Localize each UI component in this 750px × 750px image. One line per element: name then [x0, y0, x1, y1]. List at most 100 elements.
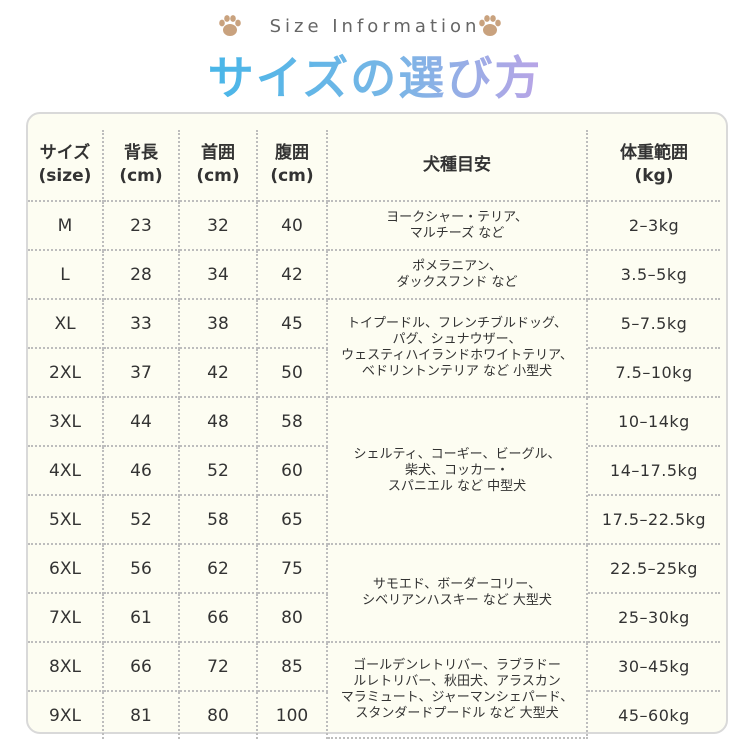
weight-cell: 5–7.5kg	[588, 300, 720, 349]
size-table-panel: サイズ (size) 背長 (cm) 首囲 (cm) 腹囲 (cm) 犬種目安 体重範囲…	[26, 112, 728, 739]
back-length-cell: 56	[104, 545, 180, 594]
size-cell: 7XL	[28, 594, 104, 643]
size-table: サイズ (size) 背長 (cm) 首囲 (cm) 腹囲 (cm) 犬種目安 体重範囲…	[28, 130, 720, 739]
page-title: サイズの選び方	[207, 51, 543, 105]
weight-cell: 25–30kg	[588, 594, 720, 643]
weight-cell: 22.5–25kg	[588, 545, 720, 594]
waist-cell: 65	[258, 496, 328, 545]
breed-line: ゴールデンレトリバー、ラブラドー	[353, 658, 561, 673]
breed-line: パグ、シュナウザー、	[392, 332, 522, 347]
waist-cell: 42	[258, 251, 328, 300]
waist-cell: 58	[258, 398, 328, 447]
neck-cell: 66	[180, 594, 258, 643]
weight-cell: 30–45kg	[588, 643, 720, 692]
back-length-cell: 52	[104, 496, 180, 545]
breed-line: シベリアンハスキー など 大型犬	[362, 593, 552, 608]
back-length-cell: 28	[104, 251, 180, 300]
back-length-cell: 61	[104, 594, 180, 643]
subtitle: Size Information	[269, 16, 481, 37]
size-cell: XL	[28, 300, 104, 349]
breed-line: ダックスフンド など	[396, 274, 518, 290]
neck-cell: 32	[180, 202, 258, 251]
back-length-cell: 23	[104, 202, 180, 251]
back-length-cell: 81	[104, 692, 180, 739]
breed-cell: ゴールデンレトリバー、ラブラドー ルレトリバー、秋田犬、アラスカン マラミュート、ジ…	[328, 643, 588, 739]
header-neck: 首囲 (cm)	[180, 130, 258, 202]
neck-cell: 52	[180, 447, 258, 496]
size-cell: 6XL	[28, 545, 104, 594]
page-header: Size Information サイズの選び方	[0, 0, 750, 110]
neck-cell: 42	[180, 349, 258, 398]
breed-cell: ポメラニアン、 ダックスフンド など	[328, 251, 588, 300]
size-cell: M	[28, 202, 104, 251]
waist-cell: 80	[258, 594, 328, 643]
table-row: 8XL 66 72 85 ゴールデンレトリバー、ラブラドー ルレトリバー、秋田犬、アラスカ…	[28, 643, 720, 739]
size-cell: 9XL	[28, 692, 104, 739]
breed-line: マルチーズ など	[409, 225, 505, 241]
waist-cell: 85	[258, 643, 328, 692]
breed-cell: トイプードル、フレンチブルドッグ、 パグ、シュナウザー、 ウェスティハイランドホワイ…	[328, 300, 588, 398]
header-weight: 体重範囲 (kg)	[588, 130, 720, 202]
size-cell: 3XL	[28, 398, 104, 447]
neck-cell: 58	[180, 496, 258, 545]
back-length-cell: 33	[104, 300, 180, 349]
table-row: XL 33 38 45 トイプードル、フレンチブルドッグ、 パグ、シュナウザー、 ウェスティ…	[28, 300, 720, 398]
table-row: M 23 32 40 ヨークシャー・テリア、 マルチーズ など 2–3kg	[28, 202, 720, 251]
waist-cell: 75	[258, 545, 328, 594]
paw-print-icon	[219, 15, 241, 36]
table-row: 9XL 81 80 100 45–60kg	[28, 692, 720, 739]
header-back-length: 背長 (cm)	[104, 130, 180, 202]
table-row: 2XL 37 42 50 7.5–10kg	[28, 349, 720, 398]
size-cell: 8XL	[28, 643, 104, 692]
back-length-cell: 37	[104, 349, 180, 398]
weight-cell: 45–60kg	[618, 706, 690, 725]
breed-line: ポメラニアン、	[412, 258, 502, 274]
header-breed: 犬種目安	[328, 130, 588, 202]
table-row: L 28 34 42 ポメラニアン、 ダックスフンド など 3.5–5kg	[28, 251, 720, 300]
neck-cell: 80	[180, 692, 258, 739]
header-waist: 腹囲 (cm)	[258, 130, 328, 202]
neck-cell: 48	[180, 398, 258, 447]
breed-line: スタンダードプードル など 大型犬	[355, 706, 559, 721]
waist-cell: 60	[258, 447, 328, 496]
neck-cell: 38	[180, 300, 258, 349]
waist-cell: 100	[258, 692, 328, 739]
breed-line: シェルティ、コーギー、ビーグル、	[353, 446, 561, 462]
waist-cell: 50	[258, 349, 328, 398]
back-length-cell: 44	[104, 398, 180, 447]
breed-cell: サモエド、ボーダーコリー、 シベリアンハスキー など 大型犬	[328, 545, 588, 643]
table-row: 4XL 46 52 60 14–17.5kg	[28, 447, 720, 496]
breed-line: スパニエル など 中型犬	[387, 478, 527, 494]
weight-cell: 17.5–22.5kg	[588, 496, 720, 545]
breed-cell: シェルティ、コーギー、ビーグル、 柴犬、コッカー・ スパニエル など 中型犬	[328, 398, 588, 545]
breed-line: ヨークシャー・テリア、	[386, 209, 528, 225]
breed-line: トイプードル、フレンチブルドッグ、	[346, 316, 568, 331]
weight-cell: 14–17.5kg	[588, 447, 720, 496]
breed-line: ベドリントンテリア など 小型犬	[361, 364, 553, 379]
weight-cell: 3.5–5kg	[588, 251, 720, 300]
neck-cell: 62	[180, 545, 258, 594]
back-length-cell: 66	[104, 643, 180, 692]
header-size: サイズ (size)	[28, 130, 104, 202]
weight-cell: 2–3kg	[588, 202, 720, 251]
back-length-cell: 46	[104, 447, 180, 496]
size-cell: 5XL	[28, 496, 104, 545]
breed-cell: ヨークシャー・テリア、 マルチーズ など	[328, 202, 588, 251]
breed-line: サモエド、ボーダーコリー、	[372, 577, 542, 592]
table-row: 7XL 61 66 80 25–30kg	[28, 594, 720, 643]
size-cell: 2XL	[28, 349, 104, 398]
weight-cell: 10–14kg	[588, 398, 720, 447]
breed-line: マラミュート、ジャーマンシェパード、	[340, 690, 574, 705]
neck-cell: 72	[180, 643, 258, 692]
neck-cell: 34	[180, 251, 258, 300]
waist-cell: 40	[258, 202, 328, 251]
size-cell: 4XL	[28, 447, 104, 496]
waist-cell: 45	[258, 300, 328, 349]
breed-line: ウェスティハイランドホワイトテリア、	[341, 348, 573, 363]
breed-line: 柴犬、コッカー・	[404, 462, 509, 478]
table-header-row: サイズ (size) 背長 (cm) 首囲 (cm) 腹囲 (cm) 犬種目安 体重範囲…	[28, 130, 720, 202]
size-cell: L	[28, 251, 104, 300]
weight-cell: 7.5–10kg	[588, 349, 720, 398]
table-row: 3XL 44 48 58 シェルティ、コーギー、ビーグル、 柴犬、コッカー・ スパニエル な…	[28, 398, 720, 545]
paw-print-icon	[479, 15, 501, 36]
